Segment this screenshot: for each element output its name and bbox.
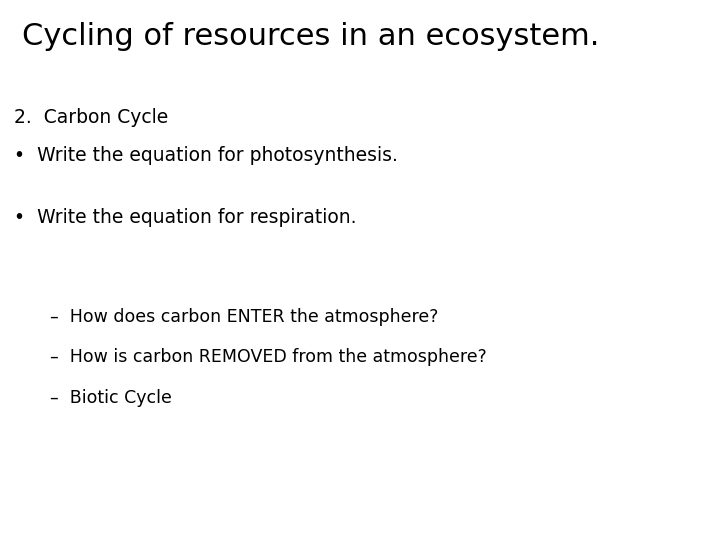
Text: –  How is carbon REMOVED from the atmosphere?: – How is carbon REMOVED from the atmosph… (50, 348, 487, 366)
Text: 2.  Carbon Cycle: 2. Carbon Cycle (14, 108, 168, 127)
Text: •  Write the equation for photosynthesis.: • Write the equation for photosynthesis. (14, 146, 398, 165)
Text: –  How does carbon ENTER the atmosphere?: – How does carbon ENTER the atmosphere? (50, 308, 438, 326)
Text: •  Write the equation for respiration.: • Write the equation for respiration. (14, 208, 357, 227)
Text: Cycling of resources in an ecosystem.: Cycling of resources in an ecosystem. (22, 22, 599, 51)
Text: –  Biotic Cycle: – Biotic Cycle (50, 389, 172, 407)
